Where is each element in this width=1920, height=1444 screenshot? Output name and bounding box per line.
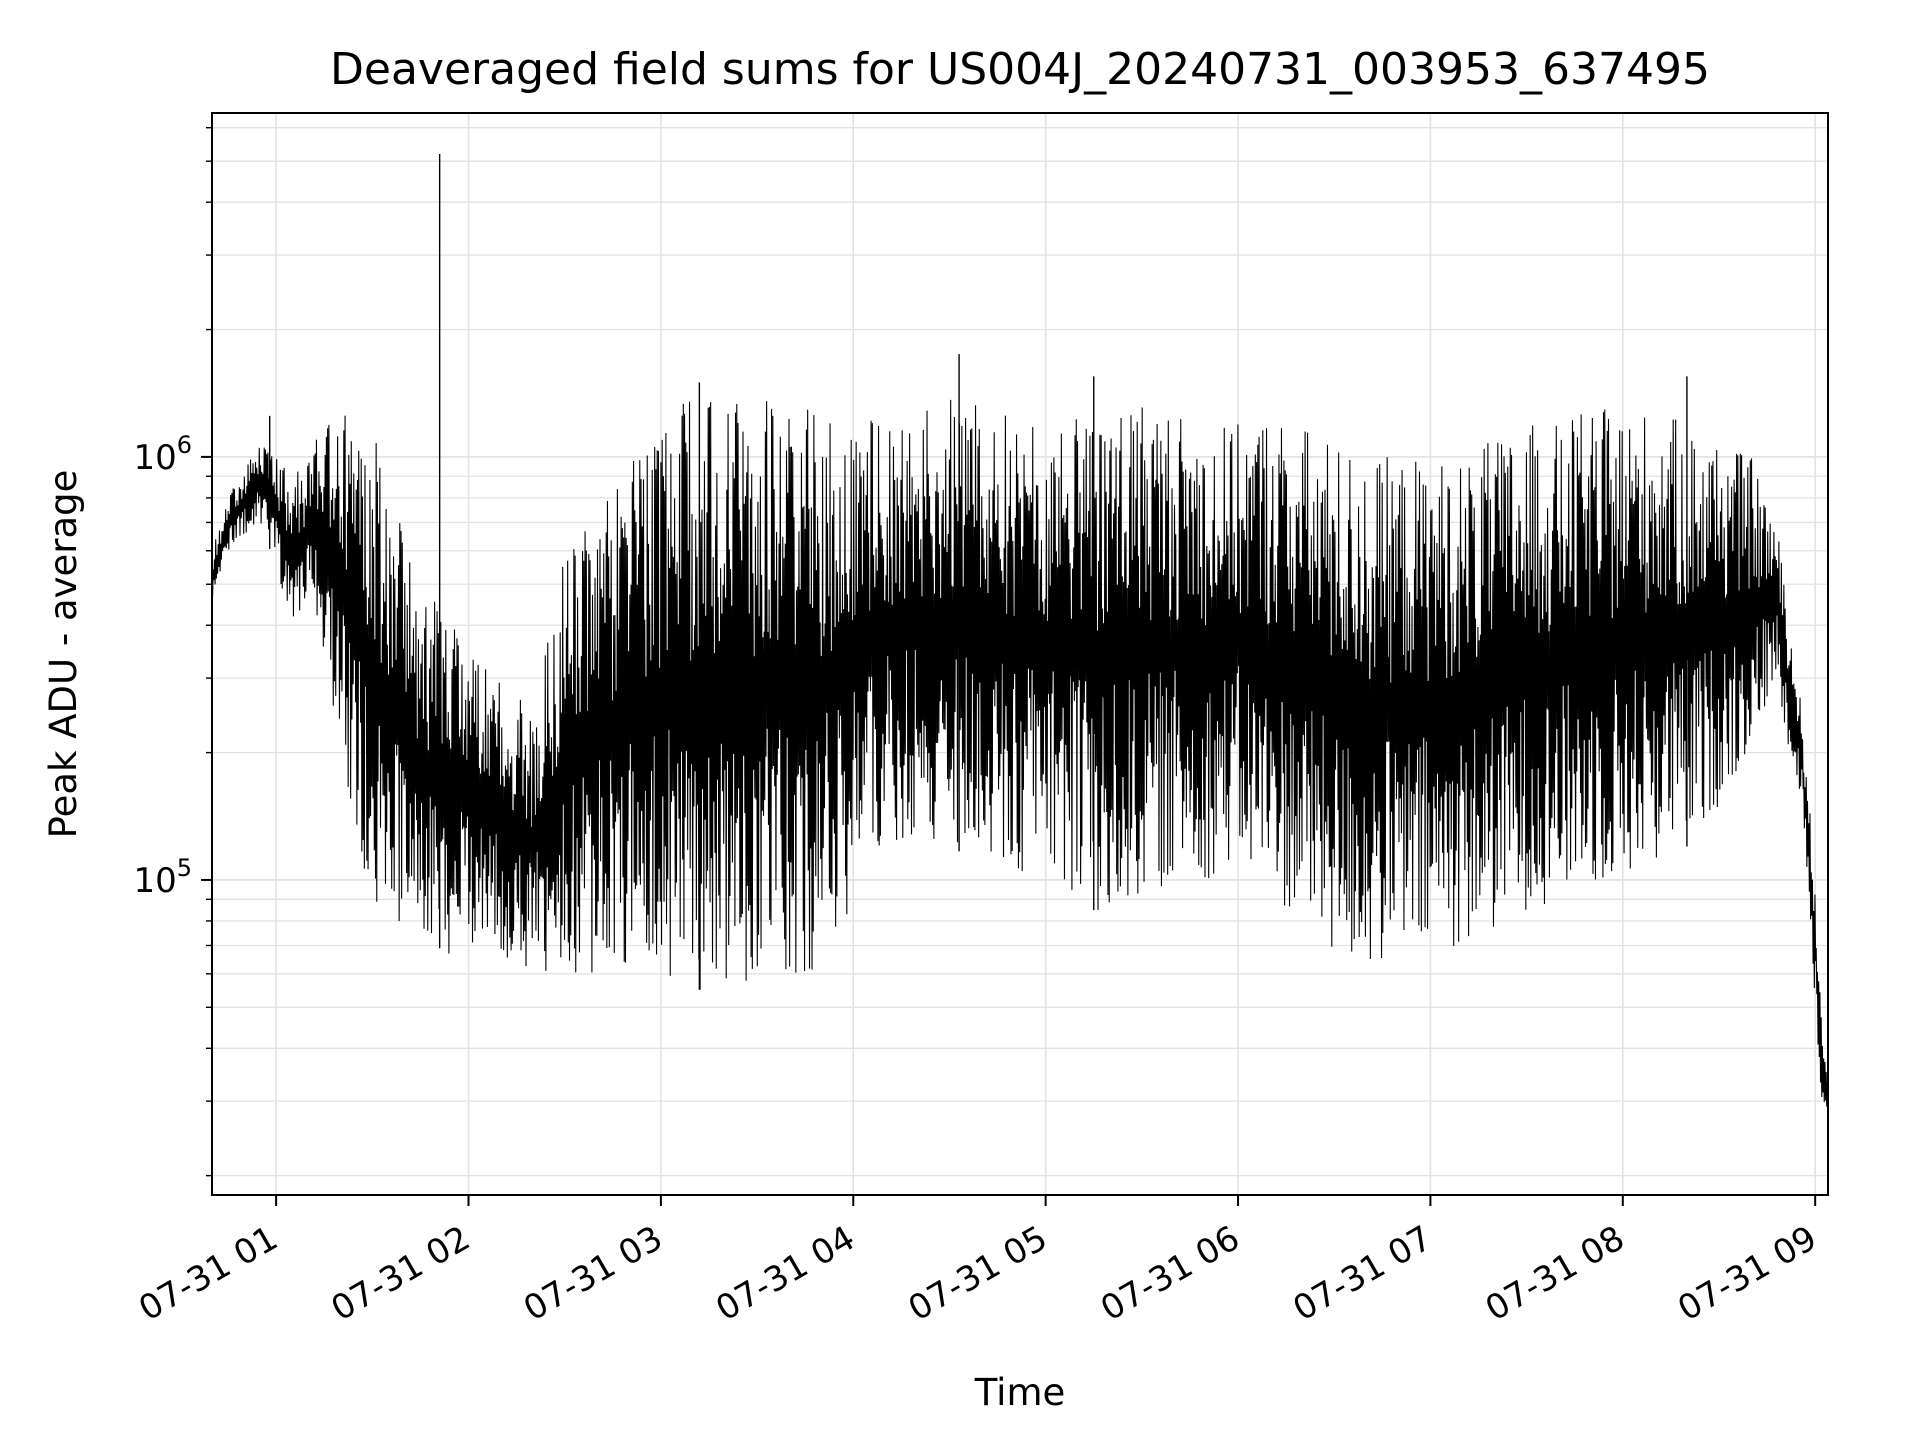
y-tick-exponent: 6 [177, 431, 192, 459]
y-tick-exponent: 5 [177, 854, 192, 882]
x-axis-label: Time [974, 1371, 1066, 1414]
data-line [211, 399, 1829, 1107]
y-tick-label: 106 [133, 431, 192, 478]
data-series [211, 153, 1829, 1107]
chart-title: Deaveraged field sums for US004J_2024073… [330, 44, 1710, 95]
y-tick-label: 105 [133, 854, 192, 901]
y-axis-label: Peak ADU - average [42, 470, 85, 839]
plot-frame [211, 112, 1829, 1196]
y-tick-base: 10 [133, 861, 176, 901]
y-tick-base: 10 [133, 438, 176, 478]
